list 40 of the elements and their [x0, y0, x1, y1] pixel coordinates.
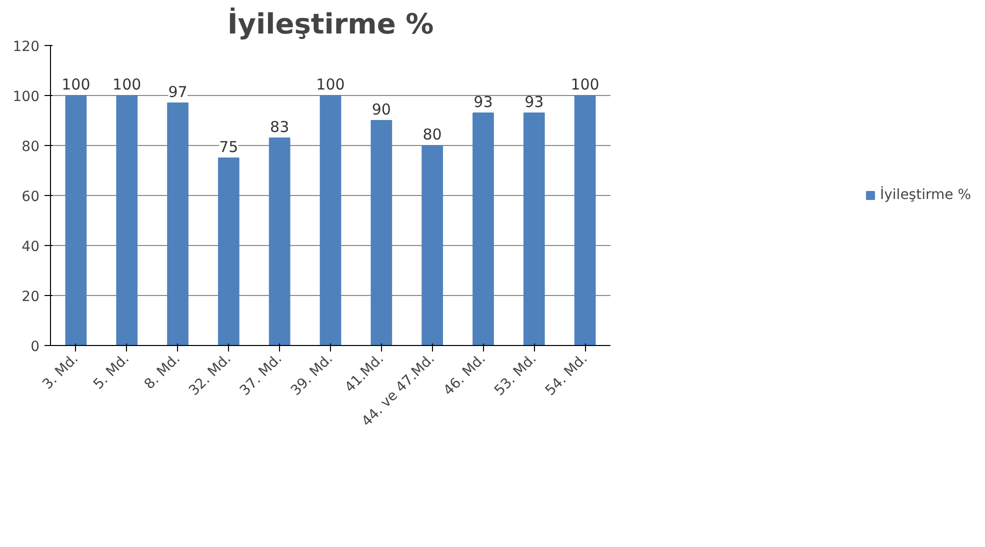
x-tick-label: 54. Md.: [542, 350, 591, 400]
bar: [65, 95, 87, 346]
bar: [268, 138, 290, 346]
data-label: 80: [422, 126, 442, 144]
bar: [167, 102, 188, 346]
bar: [370, 120, 392, 346]
x-tick-label: 37. Md.: [237, 350, 286, 400]
y-tick-label: 20: [22, 289, 40, 305]
legend-label: İyileştirme %: [880, 187, 971, 203]
data-label: 75: [219, 138, 238, 156]
y-tick-label: 40: [22, 239, 40, 255]
data-label: 100: [112, 76, 142, 94]
x-tick-label: 53. Md.: [492, 350, 540, 400]
data-label: 83: [270, 118, 290, 136]
bar: [523, 112, 545, 346]
x-tick-label: 46. Md.: [440, 350, 489, 400]
bar: [422, 145, 443, 346]
x-tick-label: 5. Md.: [90, 350, 133, 393]
bar: [218, 158, 240, 346]
bar: [472, 112, 494, 346]
chart-title: İyileştirme %: [227, 8, 434, 40]
y-tick-label: 0: [30, 339, 40, 355]
y-tick-label: 120: [12, 39, 40, 55]
bar: [320, 95, 342, 346]
y-tick-label: 60: [22, 189, 40, 205]
data-label: 90: [372, 100, 391, 118]
x-tick-label: 32. Md.: [186, 350, 234, 400]
y-tick-label: 100: [12, 89, 40, 105]
x-tick-label: 3. Md.: [40, 350, 82, 393]
data-label: 97: [168, 83, 188, 101]
x-tick-label: 8. Md.: [142, 350, 184, 393]
data-label: 100: [570, 76, 600, 94]
data-label: 93: [474, 93, 493, 111]
data-label: 93: [524, 93, 544, 111]
y-tick-label: 80: [22, 139, 40, 155]
bar: [574, 95, 596, 346]
bar: [116, 95, 138, 346]
x-tick-label: 39. Md.: [288, 350, 336, 400]
data-label: 100: [62, 76, 90, 94]
data-label: 100: [316, 76, 345, 94]
